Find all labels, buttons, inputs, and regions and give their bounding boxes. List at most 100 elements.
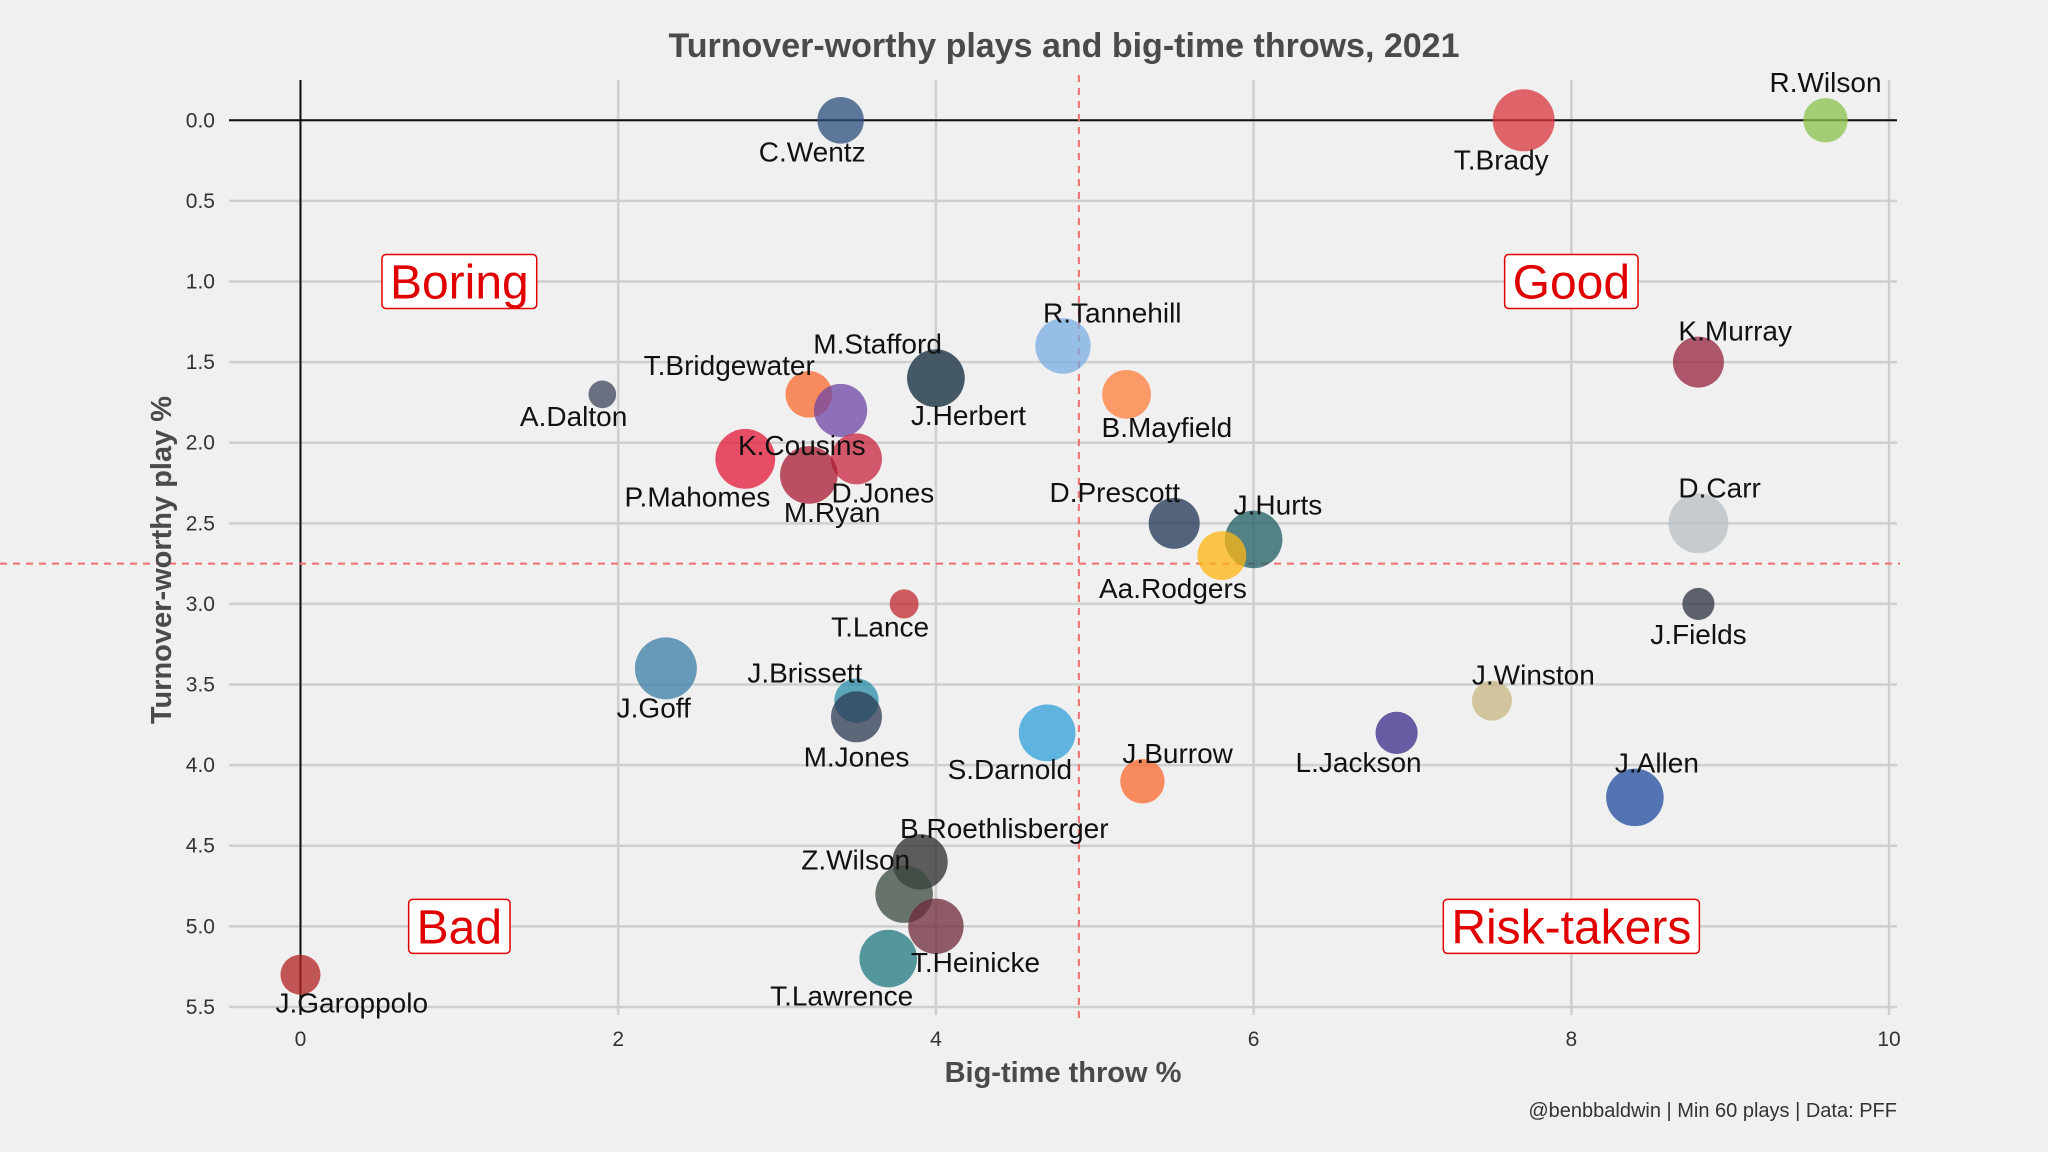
point-aa-rodgers bbox=[1197, 531, 1247, 580]
y-tick-label: 4.0 bbox=[186, 754, 215, 777]
point-label: Z.Wilson bbox=[801, 844, 910, 875]
y-tick-label: 0.0 bbox=[186, 109, 215, 132]
quadrant-bad: Bad bbox=[407, 898, 511, 955]
point-label: A.Dalton bbox=[520, 401, 627, 432]
quadrant-label: Risk-takers bbox=[1451, 901, 1691, 954]
quadrant-boring: Boring bbox=[381, 253, 538, 310]
point-label: R.Tannehill bbox=[1043, 297, 1182, 328]
point-label: M.Stafford bbox=[813, 328, 942, 359]
point-j-goff bbox=[634, 637, 697, 700]
y-tick-label: 4.5 bbox=[186, 835, 215, 858]
point-j-fields bbox=[1682, 587, 1715, 620]
point-label: K.Cousins bbox=[738, 430, 866, 461]
point-t-lawrence bbox=[859, 929, 918, 988]
point-label: J.Burrow bbox=[1122, 738, 1233, 769]
y-tick-label: 2.5 bbox=[186, 512, 215, 535]
point-label: S.Darnold bbox=[948, 754, 1073, 785]
point-label: J.Brissett bbox=[747, 657, 862, 688]
x-tick-label: 4 bbox=[930, 1028, 942, 1051]
point-label: D.Jones bbox=[831, 477, 934, 508]
point-label: L.Jackson bbox=[1296, 747, 1422, 778]
y-tick-label: 3.5 bbox=[186, 674, 215, 697]
y-tick-label: 1.0 bbox=[186, 271, 215, 294]
point-label: Aa.Rodgers bbox=[1099, 573, 1247, 604]
chart-caption: @benbbaldwin | Min 60 plays | Data: PFF bbox=[1528, 1100, 1897, 1122]
quadrant-labels: Boring Good Bad Risk-takers bbox=[381, 253, 1701, 955]
point-l-jackson bbox=[1375, 711, 1418, 754]
data-points bbox=[280, 89, 1848, 995]
point-r-tannehill bbox=[1035, 318, 1091, 374]
point-d-carr bbox=[1668, 493, 1729, 554]
point-label: K.Murray bbox=[1678, 316, 1792, 347]
y-tick-label: 0.5 bbox=[186, 190, 215, 213]
point-label: D.Prescott bbox=[1049, 477, 1180, 508]
point-label: D.Carr bbox=[1678, 472, 1760, 503]
point-d-prescott bbox=[1148, 497, 1200, 549]
quadrant-label: Good bbox=[1513, 257, 1630, 310]
point-s-darnold bbox=[1018, 704, 1076, 762]
point-b-mayfield bbox=[1102, 369, 1151, 419]
point-k-cousins bbox=[814, 383, 868, 438]
point-p-mahomes bbox=[715, 428, 776, 489]
quadrant-box bbox=[1503, 253, 1639, 310]
point-a-dalton bbox=[588, 380, 617, 409]
y-tick-label: 2.0 bbox=[186, 432, 215, 455]
point-label: M.Jones bbox=[804, 741, 910, 772]
point-j-herbert bbox=[907, 349, 965, 408]
y-tick-label: 5.0 bbox=[186, 915, 215, 938]
point-label: T.Lawrence bbox=[770, 980, 913, 1011]
point-label: T.Bridgewater bbox=[644, 350, 815, 381]
point-m-jones bbox=[830, 691, 882, 743]
quadrant-good: Good bbox=[1503, 253, 1639, 310]
y-tick-label: 3.0 bbox=[186, 593, 215, 616]
point-j-burrow bbox=[1120, 759, 1165, 804]
x-axis-label: Big-time throw % bbox=[945, 1057, 1182, 1089]
y-tick-label: 5.5 bbox=[186, 996, 215, 1019]
chart-title: Turnover-worthy plays and big-time throw… bbox=[669, 27, 1460, 65]
quadrant-box bbox=[381, 253, 538, 310]
point-label: B.Roethlisberger bbox=[900, 813, 1109, 844]
quadrant-label: Bad bbox=[417, 901, 502, 954]
point-labels: C.Wentz T.Brady R.Wilson R.Tannehill K.Murra… bbox=[275, 67, 1881, 1019]
point-label: P.Mahomes bbox=[624, 482, 770, 513]
point-t-lance bbox=[889, 589, 919, 619]
point-r-wilson bbox=[1803, 98, 1848, 143]
point-k-murray bbox=[1672, 336, 1724, 388]
point-label: J.Allen bbox=[1615, 748, 1699, 779]
point-label: R.Wilson bbox=[1770, 67, 1882, 98]
point-label: T.Heinicke bbox=[911, 947, 1040, 978]
point-d-jones bbox=[830, 433, 882, 485]
point-t-brady bbox=[1492, 89, 1555, 152]
point-label: T.Lance bbox=[831, 611, 929, 642]
quadrant-risk-takers: Risk-takers bbox=[1442, 898, 1701, 955]
point-j-winston bbox=[1471, 680, 1512, 721]
point-label: T.Brady bbox=[1454, 144, 1549, 175]
point-label: J.Herbert bbox=[911, 400, 1026, 431]
point-t-heinicke bbox=[908, 898, 964, 955]
point-label: C.Wentz bbox=[759, 137, 866, 168]
point-label: J.Garoppolo bbox=[275, 988, 428, 1019]
y-tick-label: 1.5 bbox=[186, 351, 215, 374]
quadrant-box bbox=[1442, 898, 1701, 955]
grid-lines bbox=[229, 80, 1897, 1015]
quadrant-label: Boring bbox=[390, 257, 529, 310]
point-label: J.Goff bbox=[617, 692, 691, 723]
point-j-garoppolo bbox=[280, 954, 321, 995]
point-c-wentz bbox=[817, 97, 864, 144]
x-tick-label: 6 bbox=[1248, 1028, 1260, 1051]
y-axis-label: Turnover-worthy play % bbox=[146, 396, 178, 724]
point-label: B.Mayfield bbox=[1102, 412, 1233, 443]
point-j-allen bbox=[1606, 768, 1664, 827]
quadrant-box bbox=[407, 898, 511, 955]
x-tick-label: 10 bbox=[1877, 1028, 1900, 1051]
reference-lines bbox=[0, 75, 1900, 1020]
point-label: J.Fields bbox=[1650, 619, 1746, 650]
point-label: J.Winston bbox=[1472, 660, 1595, 691]
point-m-ryan bbox=[780, 446, 838, 504]
axis-ticks: 0 2 4 6 8 10 0.0 0.5 1.0 1.5 2.0 2.5 3.0 3.5 4.0 4.5 5.0… bbox=[186, 109, 1901, 1051]
point-label: M.Ryan bbox=[784, 497, 880, 528]
x-tick-label: 8 bbox=[1565, 1028, 1577, 1051]
x-tick-label: 2 bbox=[612, 1028, 624, 1051]
x-tick-label: 0 bbox=[295, 1028, 307, 1051]
